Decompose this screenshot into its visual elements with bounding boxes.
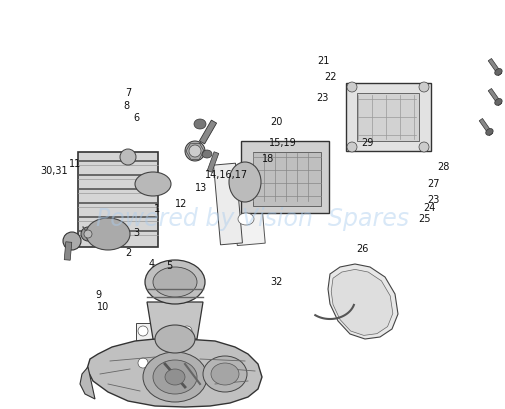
Text: 30,31: 30,31 [41,166,68,176]
Text: 1: 1 [154,204,160,213]
Text: 23: 23 [427,195,439,204]
Ellipse shape [203,356,247,392]
Polygon shape [328,264,398,339]
Text: 15,19: 15,19 [269,137,296,147]
Ellipse shape [347,83,357,93]
Polygon shape [147,302,203,339]
Ellipse shape [155,325,195,353]
Ellipse shape [202,151,212,159]
Ellipse shape [185,142,205,162]
Ellipse shape [84,230,92,238]
Bar [345,84,430,152]
Bar [136,323,194,371]
Ellipse shape [182,358,192,368]
Text: 14,16,17: 14,16,17 [205,170,248,180]
Text: Powered by Vision  Spares: Powered by Vision Spares [96,207,409,231]
Ellipse shape [189,146,201,157]
Polygon shape [331,270,393,335]
Text: 28: 28 [437,162,449,172]
Text: 9: 9 [95,290,102,299]
Text: 26: 26 [357,244,369,254]
Text: 23: 23 [316,92,328,102]
Ellipse shape [419,83,429,93]
Polygon shape [87,339,262,407]
Ellipse shape [120,150,136,166]
Text: 3: 3 [133,227,139,237]
Bar [488,89,502,106]
Bar [199,121,217,144]
Bar [214,164,242,245]
Text: 6: 6 [133,113,139,123]
Text: 32: 32 [271,276,283,286]
Polygon shape [80,367,95,399]
Ellipse shape [81,227,95,241]
Text: 10: 10 [97,301,110,311]
Ellipse shape [229,163,261,202]
Text: 29: 29 [362,137,374,147]
Text: 20: 20 [271,117,283,127]
Ellipse shape [495,99,502,106]
Ellipse shape [153,360,197,394]
Ellipse shape [182,326,192,336]
Ellipse shape [347,143,357,153]
Bar [207,153,219,173]
Bar [253,153,321,207]
Text: 22: 22 [325,72,337,82]
Ellipse shape [63,232,81,250]
Text: 2: 2 [126,248,132,258]
Bar [488,59,502,76]
Ellipse shape [211,363,239,385]
Bar [231,169,265,246]
Ellipse shape [153,267,197,297]
Bar [357,94,419,142]
Ellipse shape [238,213,254,225]
Text: 7: 7 [126,88,132,98]
Bar [479,119,493,136]
Ellipse shape [145,261,205,304]
Bar [78,152,158,247]
Text: 8: 8 [123,101,129,110]
Ellipse shape [135,173,171,196]
Ellipse shape [138,326,148,336]
Ellipse shape [86,218,130,250]
Ellipse shape [138,358,148,368]
Text: 21: 21 [317,56,329,65]
Text: 18: 18 [262,154,274,164]
Text: 5: 5 [166,261,172,271]
Text: 27: 27 [427,178,439,188]
Ellipse shape [495,70,502,76]
Text: 13: 13 [195,182,207,192]
Text: 25: 25 [418,214,430,224]
Text: 11: 11 [69,159,81,169]
Ellipse shape [194,120,206,130]
Text: 24: 24 [423,203,435,213]
Text: 4: 4 [148,259,155,269]
Ellipse shape [165,369,185,385]
Bar [241,142,329,213]
Ellipse shape [238,184,254,196]
Bar [64,242,72,261]
Text: 12: 12 [175,199,187,209]
Ellipse shape [419,143,429,153]
Ellipse shape [486,129,493,136]
Ellipse shape [143,352,207,402]
